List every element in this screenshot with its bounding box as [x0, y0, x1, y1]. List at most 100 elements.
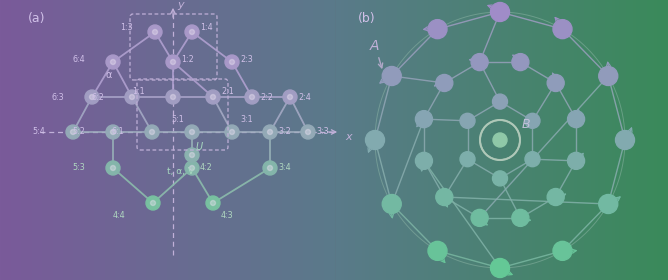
- Circle shape: [106, 55, 120, 69]
- Circle shape: [599, 67, 618, 85]
- Text: 1:3: 1:3: [120, 22, 133, 32]
- Circle shape: [415, 152, 432, 169]
- Text: 5:2: 5:2: [72, 127, 85, 137]
- Text: 5:4: 5:4: [32, 127, 45, 137]
- Circle shape: [110, 60, 116, 64]
- Text: 4:3: 4:3: [221, 211, 234, 220]
- Text: A: A: [370, 39, 379, 53]
- Circle shape: [145, 125, 159, 139]
- Circle shape: [492, 171, 508, 186]
- Circle shape: [148, 25, 162, 39]
- Text: 2:4: 2:4: [298, 92, 311, 102]
- Circle shape: [471, 53, 488, 71]
- Circle shape: [283, 90, 297, 104]
- Circle shape: [436, 74, 453, 92]
- Circle shape: [210, 200, 216, 206]
- Circle shape: [490, 3, 510, 22]
- Text: 4:4: 4:4: [112, 211, 125, 220]
- Text: 1:2: 1:2: [181, 55, 194, 64]
- Text: t, α, V: t, α, V: [167, 167, 194, 176]
- Text: 2:3: 2:3: [240, 55, 253, 64]
- Circle shape: [460, 152, 475, 167]
- Circle shape: [525, 152, 540, 167]
- Text: 6:3: 6:3: [51, 92, 64, 102]
- Text: 6:2: 6:2: [92, 92, 104, 102]
- Text: 6:4: 6:4: [72, 55, 85, 64]
- Circle shape: [166, 90, 180, 104]
- Circle shape: [85, 90, 99, 104]
- Circle shape: [110, 165, 116, 171]
- Text: U: U: [195, 142, 202, 152]
- Circle shape: [110, 129, 116, 134]
- Circle shape: [225, 125, 239, 139]
- Text: 1:4: 1:4: [200, 22, 212, 32]
- Circle shape: [130, 95, 134, 99]
- Circle shape: [263, 161, 277, 175]
- Circle shape: [190, 153, 194, 157]
- Circle shape: [206, 90, 220, 104]
- Circle shape: [512, 53, 529, 71]
- Circle shape: [150, 129, 154, 134]
- Circle shape: [428, 20, 447, 39]
- Circle shape: [287, 95, 293, 99]
- Circle shape: [166, 55, 180, 69]
- Circle shape: [225, 55, 239, 69]
- Circle shape: [170, 95, 176, 99]
- Circle shape: [365, 130, 385, 150]
- Text: 3:2: 3:2: [278, 127, 291, 137]
- Text: 6:1: 6:1: [112, 127, 124, 137]
- Text: (a): (a): [28, 12, 45, 25]
- Text: 3:3: 3:3: [316, 127, 329, 137]
- Text: (b): (b): [358, 12, 375, 25]
- Circle shape: [206, 196, 220, 210]
- Circle shape: [263, 125, 277, 139]
- Text: 2:2: 2:2: [260, 92, 273, 102]
- Circle shape: [190, 29, 194, 34]
- Text: α: α: [105, 69, 112, 80]
- Circle shape: [599, 195, 618, 214]
- Circle shape: [66, 125, 80, 139]
- Circle shape: [190, 165, 194, 171]
- Text: 5:1: 5:1: [171, 115, 184, 125]
- Text: B: B: [522, 118, 530, 131]
- Circle shape: [185, 125, 199, 139]
- Circle shape: [305, 129, 311, 134]
- Circle shape: [245, 90, 259, 104]
- Circle shape: [428, 241, 447, 260]
- Circle shape: [90, 95, 94, 99]
- Circle shape: [106, 161, 120, 175]
- Circle shape: [525, 113, 540, 128]
- Circle shape: [301, 125, 315, 139]
- Text: 1:1: 1:1: [132, 87, 145, 97]
- Circle shape: [190, 129, 194, 134]
- Text: 4:2: 4:2: [200, 164, 212, 172]
- Circle shape: [382, 195, 401, 213]
- Circle shape: [185, 25, 199, 39]
- Circle shape: [185, 148, 199, 162]
- Circle shape: [547, 188, 564, 206]
- Circle shape: [436, 188, 453, 206]
- Circle shape: [230, 129, 234, 134]
- Circle shape: [152, 29, 158, 34]
- Circle shape: [185, 161, 199, 175]
- Circle shape: [553, 20, 572, 39]
- Circle shape: [210, 95, 216, 99]
- Circle shape: [512, 209, 529, 227]
- Circle shape: [382, 66, 401, 85]
- Circle shape: [568, 152, 584, 169]
- Circle shape: [547, 74, 564, 92]
- Circle shape: [71, 129, 75, 134]
- Circle shape: [471, 209, 488, 227]
- Circle shape: [493, 133, 507, 147]
- Circle shape: [170, 60, 176, 64]
- Circle shape: [615, 130, 635, 150]
- Circle shape: [415, 111, 432, 128]
- Circle shape: [553, 241, 572, 260]
- Text: 3:1: 3:1: [240, 115, 253, 125]
- Text: 5:3: 5:3: [72, 164, 85, 172]
- Text: 2:1: 2:1: [221, 87, 234, 97]
- Circle shape: [106, 125, 120, 139]
- Circle shape: [125, 90, 139, 104]
- Circle shape: [150, 200, 156, 206]
- Circle shape: [250, 95, 255, 99]
